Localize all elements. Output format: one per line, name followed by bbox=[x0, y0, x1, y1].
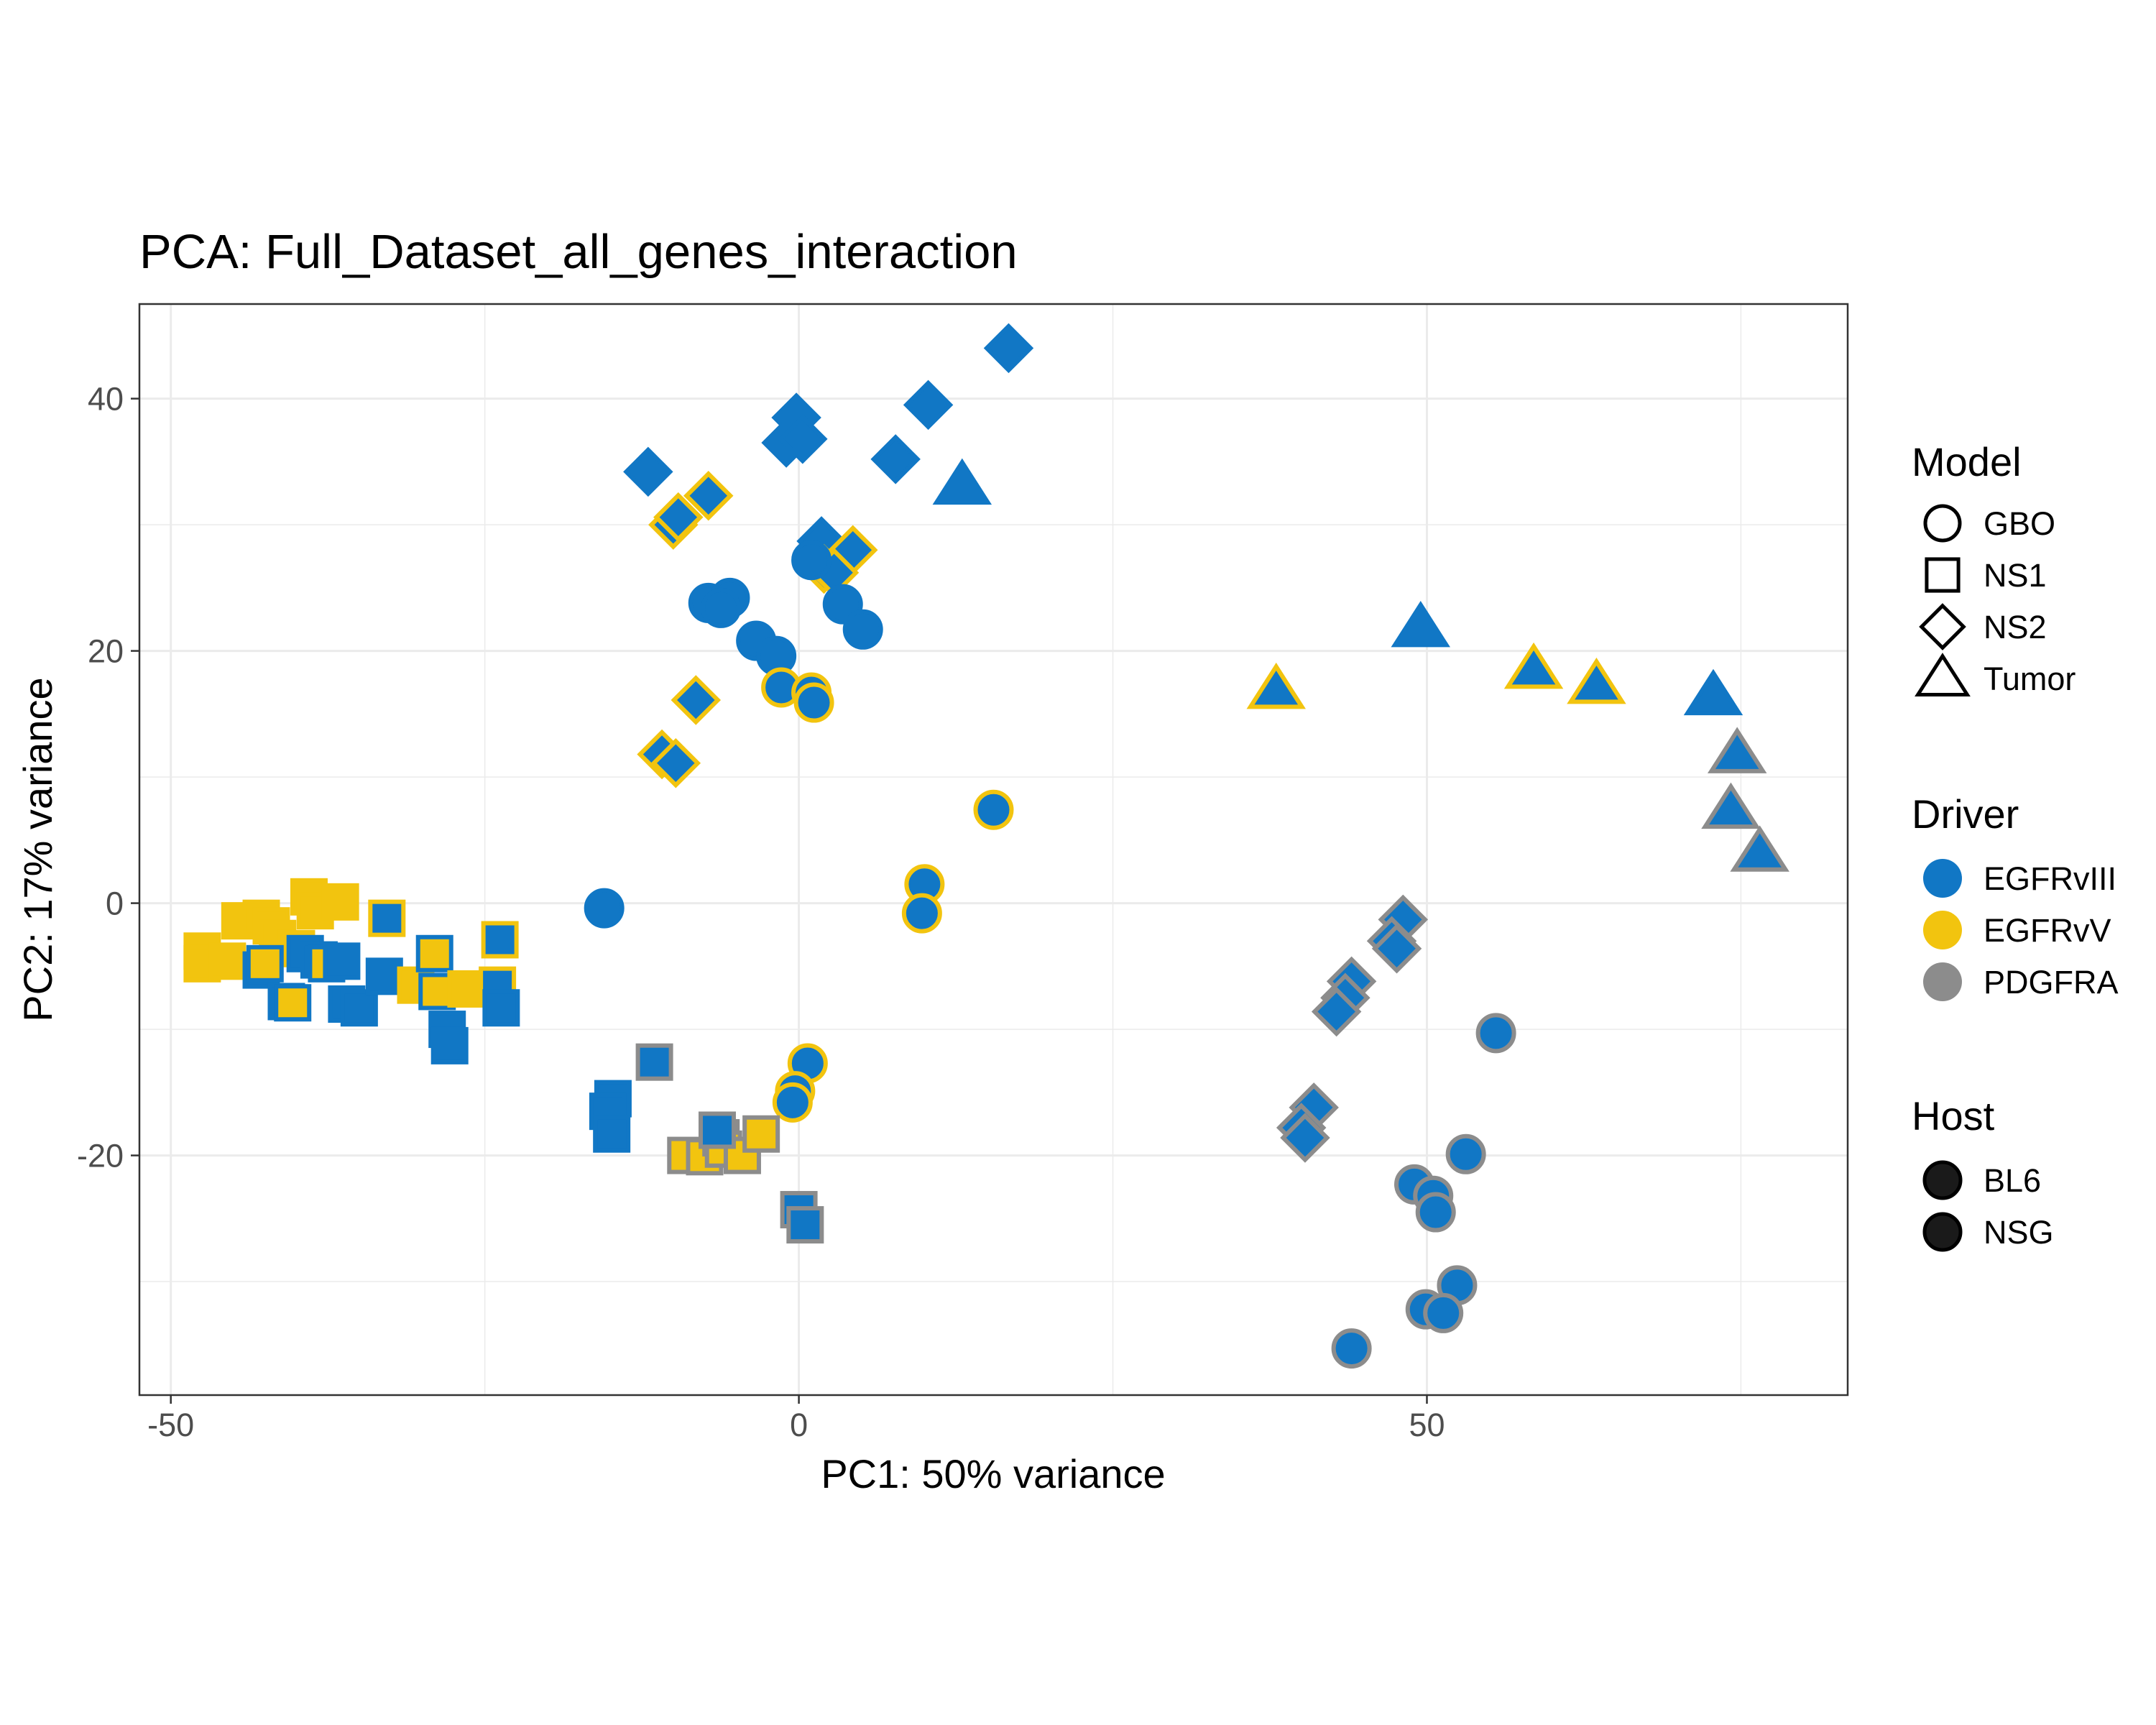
legend-title-model: Model bbox=[1912, 439, 2022, 484]
legend-key-egfrviii bbox=[1923, 859, 1962, 898]
legend-key-ns1 bbox=[1925, 557, 1961, 593]
y-axis: -20 0 20 40 bbox=[77, 381, 139, 1174]
legend-label-ns1: NS1 bbox=[1984, 557, 2047, 594]
legend-label-egfrvv: EGFRvV bbox=[1984, 912, 2111, 949]
data-point-ns1 bbox=[274, 984, 312, 1022]
x-axis: -50 0 50 bbox=[147, 1395, 1445, 1443]
data-point-tumor bbox=[1503, 642, 1564, 689]
panel-border bbox=[138, 303, 1849, 1397]
legend-label-ns2: NS2 bbox=[1984, 609, 2047, 645]
data-point-gbo bbox=[842, 609, 883, 650]
data-point-ns1 bbox=[430, 1026, 469, 1064]
data-point-gbo bbox=[701, 587, 742, 628]
legend-key-egfrvv bbox=[1923, 911, 1962, 949]
data-point-ns1 bbox=[482, 989, 520, 1027]
data-point-ns1 bbox=[786, 1206, 824, 1244]
data-point-ns1 bbox=[246, 944, 284, 983]
data-point-tumor bbox=[1683, 668, 1743, 716]
data-point-ns1 bbox=[742, 1115, 780, 1153]
legend-key-gbo bbox=[1923, 504, 1962, 543]
data-point-gbo bbox=[793, 682, 834, 723]
y-tick-label: 0 bbox=[106, 886, 124, 922]
legend-key-pdgfra bbox=[1923, 962, 1962, 1001]
legend-label-egfrviii: EGFRvIII bbox=[1984, 860, 2116, 897]
data-point-ns1 bbox=[208, 942, 247, 980]
data-point-ns2 bbox=[650, 738, 701, 788]
legend-key-tumor bbox=[1915, 653, 1971, 696]
x-tick-label: 50 bbox=[1409, 1407, 1445, 1443]
data-point-gbo bbox=[973, 789, 1014, 830]
data-point-ns1 bbox=[698, 1111, 736, 1149]
x-tick-label: 0 bbox=[790, 1407, 808, 1443]
data-point-ns2 bbox=[903, 380, 954, 431]
x-axis-title: PC1: 50% variance bbox=[821, 1451, 1165, 1496]
legend-label-gbo: GBO bbox=[1984, 505, 2055, 542]
data-point-tumor bbox=[1701, 782, 1761, 829]
data-point-tumor bbox=[1567, 657, 1626, 704]
data-point-ns2 bbox=[1371, 924, 1422, 974]
plot-panel bbox=[138, 303, 1849, 1397]
legend-key-nsg bbox=[1922, 1212, 1963, 1252]
y-tick-label: 40 bbox=[88, 381, 124, 418]
x-tick-label: -50 bbox=[147, 1407, 194, 1443]
data-point-gbo bbox=[1331, 1328, 1372, 1369]
panel-background bbox=[139, 304, 1848, 1395]
y-tick-label: 20 bbox=[88, 633, 124, 670]
data-point-tumor bbox=[932, 458, 992, 505]
y-axis-title: PC2: 17% variance bbox=[15, 677, 60, 1021]
data-point-ns1 bbox=[481, 921, 519, 959]
data-point-ns2 bbox=[1311, 986, 1362, 1037]
data-point-ns2 bbox=[778, 414, 828, 464]
data-point-gbo bbox=[584, 888, 625, 929]
data-point-tumor bbox=[1246, 662, 1306, 709]
chart-title: PCA: Full_Dataset_all_genes_interaction bbox=[139, 225, 1018, 279]
legend-label-pdgfra: PDGFRA bbox=[1984, 964, 2119, 1000]
data-point-ns1 bbox=[447, 970, 485, 1008]
data-point-tumor bbox=[1730, 825, 1789, 872]
data-point-ns1 bbox=[635, 1043, 673, 1081]
data-point-ns1 bbox=[321, 883, 359, 921]
data-point-ns1 bbox=[415, 934, 453, 972]
data-point-ns2 bbox=[623, 446, 673, 497]
legend: Model GBO NS1 NS2 Tumor Driver EGFRvIII EGFRvV P… bbox=[1912, 439, 2119, 1252]
data-point-gbo bbox=[1423, 1292, 1464, 1333]
data-point-ns1 bbox=[365, 957, 403, 995]
data-point-gbo bbox=[1445, 1133, 1486, 1174]
data-point-ns2 bbox=[683, 471, 734, 521]
data-point-ns2 bbox=[983, 323, 1034, 374]
data-point-tumor bbox=[1391, 600, 1450, 648]
data-point-ns2 bbox=[671, 675, 722, 725]
legend-label-tumor: Tumor bbox=[1984, 661, 2076, 697]
data-point-tumor bbox=[1707, 727, 1767, 773]
data-point-ns2 bbox=[1280, 1113, 1330, 1163]
data-point-gbo bbox=[791, 540, 832, 581]
data-point-ns2 bbox=[870, 434, 921, 484]
y-tick-label: -20 bbox=[77, 1138, 124, 1174]
data-point-gbo bbox=[1475, 1013, 1516, 1054]
data-point-gbo bbox=[772, 1082, 813, 1123]
data-point-ns2 bbox=[653, 492, 704, 543]
data-point-ns1 bbox=[593, 1115, 631, 1153]
legend-label-nsg: NSG bbox=[1984, 1214, 2054, 1251]
data-points bbox=[183, 323, 1789, 1369]
legend-key-bl6 bbox=[1922, 1160, 1963, 1200]
data-point-gbo bbox=[901, 893, 942, 934]
data-point-gbo bbox=[1415, 1192, 1456, 1233]
data-point-ns1 bbox=[340, 989, 378, 1027]
legend-title-host: Host bbox=[1912, 1093, 1995, 1138]
legend-title-driver: Driver bbox=[1912, 791, 2019, 837]
data-point-ns1 bbox=[368, 899, 406, 937]
data-point-ns1 bbox=[323, 942, 361, 980]
legend-key-ns2 bbox=[1919, 603, 1966, 650]
legend-label-bl6: BL6 bbox=[1984, 1162, 2041, 1199]
